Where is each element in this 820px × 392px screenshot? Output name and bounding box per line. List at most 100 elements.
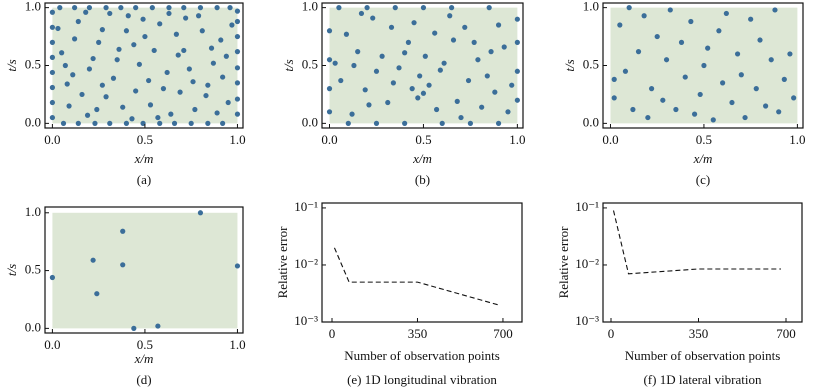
point [626,5,632,11]
y-tick-label: 1.0 [583,0,599,14]
point [79,91,85,98]
point [379,53,385,59]
point [514,16,520,22]
point [90,257,96,263]
point [495,22,502,28]
point [234,33,241,40]
point [753,86,759,92]
point [667,7,673,13]
point [343,31,350,37]
point [467,120,474,126]
point [59,50,65,56]
caption: (d) [136,372,151,387]
point [409,86,415,92]
point [155,323,161,329]
point [465,77,472,84]
point [390,80,396,86]
point [402,120,408,126]
point [157,120,163,126]
y-axis-label: Relative error [556,226,571,298]
point [388,24,395,30]
point [133,88,139,94]
point [116,46,122,52]
point [514,68,520,74]
y-tick-label: 0.0 [25,114,41,129]
point [49,99,56,106]
caption: (f) 1D lateral vibration [643,372,762,387]
point [635,49,642,55]
point [164,69,170,76]
point [787,51,793,57]
domain-region [52,212,238,329]
point [370,15,376,21]
point [64,81,70,87]
y-axis-label: t/s [562,59,577,71]
point [720,80,726,86]
point [729,99,735,106]
point [173,31,179,37]
domain-region [329,7,518,124]
point [142,33,148,40]
x-tick-label: 700 [776,326,796,341]
point [197,5,204,11]
point [345,120,351,126]
point [373,68,380,74]
point [160,86,167,92]
x-tick-label: 350 [408,326,428,341]
point [441,60,447,66]
point [417,73,423,79]
point [326,86,333,92]
point [326,57,333,63]
point [611,95,617,101]
point [411,20,417,26]
domain-region [52,7,238,124]
point [402,50,408,56]
point [49,69,56,76]
point [208,45,215,51]
point [190,79,196,85]
point [181,47,187,54]
point [151,47,157,54]
point [475,57,481,63]
point [691,111,698,117]
x-tick-label: 0.0 [321,132,337,147]
y-tick-label: 10⁻² [294,256,318,271]
point [433,106,440,113]
point [648,86,655,92]
point [220,74,226,80]
point [84,112,91,118]
point [220,120,226,126]
y-tick-label: 10⁻¹ [575,199,599,214]
point [768,57,774,63]
point [214,110,220,116]
point [514,97,520,103]
y-axis-label: t/s [4,59,19,71]
point [110,75,117,81]
y-tick-label: 1.0 [25,0,41,14]
axes-frame [321,202,523,323]
y-axis-label: t/s [281,59,296,71]
point [107,120,113,126]
y-tick-label: 10⁻³ [575,313,599,328]
x-tick-label: 0 [608,326,615,341]
point [432,30,438,36]
point [155,114,161,121]
point [140,16,146,22]
x-tick-label: 0.0 [44,337,60,352]
point [688,18,694,25]
point [488,49,494,55]
point [218,37,224,43]
point [426,82,432,88]
point [757,37,763,43]
point [234,96,241,102]
point [75,120,81,126]
x-axis-label: x/m [134,351,154,366]
point [617,22,623,28]
y-tick-label: 0.0 [302,114,318,129]
point [227,5,233,11]
point [338,77,344,84]
point [157,21,163,27]
point [484,73,490,79]
point [458,114,464,121]
